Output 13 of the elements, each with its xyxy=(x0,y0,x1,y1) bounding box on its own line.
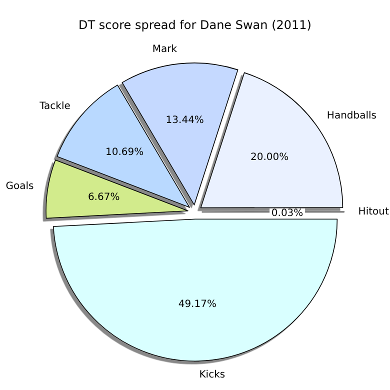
data-label: 10.69% xyxy=(106,146,144,158)
slice-label: Goals xyxy=(6,180,34,192)
slice-label: Mark xyxy=(152,44,178,56)
data-label: 13.44% xyxy=(166,114,204,126)
slice-label: Kicks xyxy=(199,370,226,381)
data-label: 6.67% xyxy=(88,192,120,204)
slice-label: Tackle xyxy=(38,100,70,112)
chart-title: DT score spread for Dane Swan (2011) xyxy=(78,18,312,32)
slice-label: Hitout xyxy=(358,206,389,218)
data-label: 49.17% xyxy=(178,298,216,310)
data-label: 0.03% xyxy=(271,208,304,219)
data-label: 20.00% xyxy=(250,152,289,164)
slice-label: Handballs xyxy=(326,110,377,122)
